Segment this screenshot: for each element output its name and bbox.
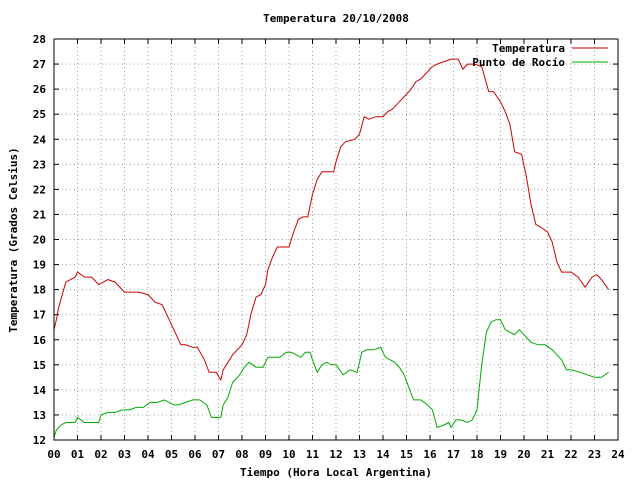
x-tick-label: 13 — [353, 448, 366, 461]
y-tick-label: 24 — [33, 133, 47, 146]
x-tick-label: 03 — [118, 448, 131, 461]
x-tick-label: 05 — [165, 448, 178, 461]
y-tick-label: 19 — [33, 259, 46, 272]
x-tick-label: 18 — [470, 448, 483, 461]
y-tick-label: 12 — [33, 434, 46, 447]
y-tick-label: 26 — [33, 83, 47, 96]
x-tick-label: 00 — [47, 448, 60, 461]
x-tick-label: 02 — [94, 448, 107, 461]
legend-label: Temperatura — [492, 42, 565, 55]
y-tick-label: 25 — [33, 108, 46, 121]
y-tick-label: 17 — [33, 309, 46, 322]
y-tick-label: 21 — [33, 208, 47, 221]
x-tick-label: 23 — [588, 448, 601, 461]
x-tick-label: 11 — [306, 448, 320, 461]
x-tick-label: 01 — [71, 448, 85, 461]
series-line-temperatura — [53, 58, 610, 382]
x-tick-label: 04 — [141, 448, 155, 461]
plot-frame — [53, 38, 619, 441]
series-line-punto-de-rocio — [53, 319, 609, 438]
y-tick-label: 15 — [33, 359, 46, 372]
x-tick-label: 09 — [259, 448, 272, 461]
chart-title: Temperatura 20/10/2008 — [263, 12, 409, 25]
x-tick-label: 06 — [188, 448, 202, 461]
y-tick-label: 27 — [33, 58, 46, 71]
x-tick-label: 16 — [423, 448, 437, 461]
x-tick-label: 22 — [564, 448, 577, 461]
x-tick-label: 14 — [376, 448, 390, 461]
x-tick-label: 12 — [329, 448, 342, 461]
y-tick-label: 14 — [33, 384, 47, 397]
legend-label: Punto de Rocío — [472, 56, 565, 69]
y-tick-label: 16 — [33, 334, 47, 347]
y-tick-label: 23 — [33, 158, 46, 171]
y-tick-label: 28 — [33, 33, 46, 46]
y-tick-label: 18 — [33, 284, 46, 297]
y-tick-label: 20 — [33, 234, 46, 247]
x-tick-label: 24 — [611, 448, 625, 461]
x-tick-label: 15 — [400, 448, 413, 461]
x-tick-label: 10 — [282, 448, 295, 461]
y-tick-label: 13 — [33, 409, 46, 422]
x-tick-label: 21 — [541, 448, 555, 461]
y-axis: 12 13 14 15 16 17 18 19 20 21 22 23 24 25 26 27 28 — [33, 33, 618, 447]
grid — [54, 39, 618, 440]
x-tick-label: 20 — [517, 448, 530, 461]
y-axis-label: Temperatura (Grados Celsius) — [7, 147, 20, 332]
x-axis: 00 01 02 03 04 05 06 07 08 09 10 11 12 13 14 15 16 17 18 19… — [47, 39, 625, 461]
x-tick-label: 08 — [235, 448, 248, 461]
x-tick-label: 07 — [212, 448, 225, 461]
x-axis-label: Tiempo (Hora Local Argentina) — [240, 466, 432, 479]
x-tick-label: 19 — [494, 448, 507, 461]
y-tick-label: 22 — [33, 183, 46, 196]
series-lines — [53, 58, 610, 438]
x-tick-label: 17 — [447, 448, 460, 461]
